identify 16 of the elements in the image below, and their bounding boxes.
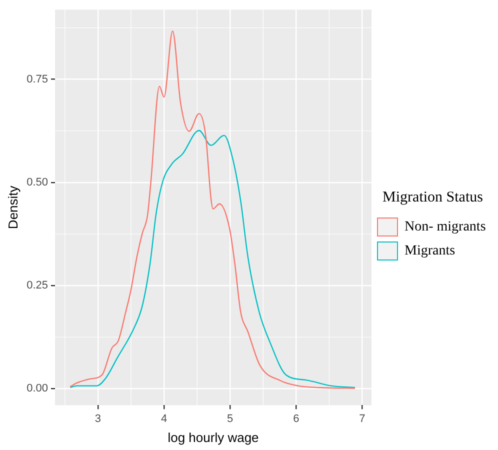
line-series [70, 30, 356, 389]
x-tick-label: 4 [160, 412, 168, 425]
y-tick-label: 0.25 [26, 280, 48, 292]
legend-label: Non- migrants [404, 220, 486, 235]
line-series [70, 130, 356, 388]
x-tick-label: 7 [359, 412, 366, 425]
y-tick-label: 0.75 [26, 73, 48, 86]
x-tick-label: 3 [94, 412, 102, 425]
x-tick-label: 6 [293, 412, 300, 425]
y-tick-label: 0.50 [26, 176, 48, 188]
y-axis-title: Density [5, 185, 20, 230]
y-tick-label: 0.00 [26, 382, 48, 395]
x-axis-title: log hourly wage [168, 430, 259, 445]
legend-title: Migration Status [382, 189, 484, 206]
legend-label: Migrants [404, 244, 456, 259]
x-tick-label: 5 [227, 412, 234, 425]
